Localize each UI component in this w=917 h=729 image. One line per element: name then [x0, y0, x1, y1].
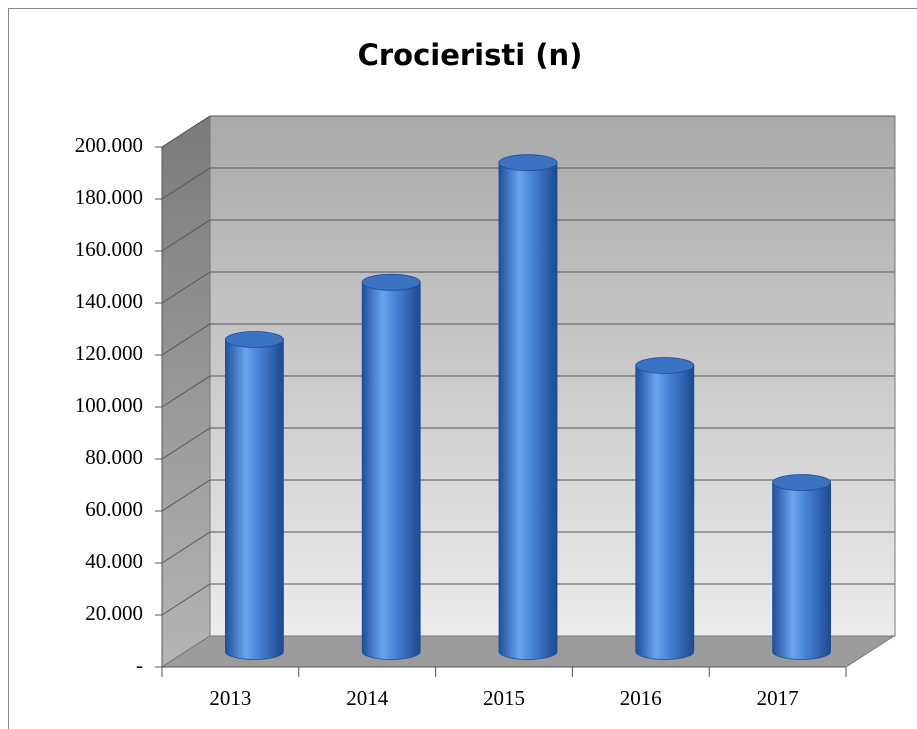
bar-top: [498, 154, 558, 172]
bar: [225, 339, 284, 660]
chart-title: Crocieristi (n): [358, 38, 583, 72]
y-tick-label: 80.000: [85, 445, 143, 469]
bar-top: [635, 357, 695, 374]
y-tick-label: 140.000: [75, 289, 143, 313]
bar: [635, 365, 695, 660]
grid-line: [161, 271, 895, 304]
bar: [361, 281, 421, 660]
grid-line: [161, 167, 895, 200]
bar: [772, 482, 831, 660]
y-tick-label: 100.000: [75, 393, 143, 417]
y-tick-label: 40.000: [85, 549, 143, 573]
x-tick-label: 2015: [483, 686, 525, 710]
x-tick-label: 2014: [346, 686, 389, 710]
grid-line: [161, 115, 895, 148]
x-tick-label: 2016: [620, 686, 662, 710]
x-tick-label: 2013: [209, 686, 251, 710]
y-tick-label: 200.000: [75, 133, 143, 157]
y-tick-label: 20.000: [85, 601, 143, 625]
y-tick-label: -: [136, 653, 143, 677]
y-tick-label: 60.000: [85, 497, 143, 521]
y-tick-label: 120.000: [75, 341, 143, 365]
bar: [498, 162, 558, 660]
grid-line: [161, 219, 895, 252]
y-tick-label: 160.000: [75, 237, 143, 261]
bar-top: [224, 331, 284, 348]
x-tick-label: 2017: [757, 686, 799, 710]
grid-line: [161, 323, 895, 356]
bar-top: [361, 273, 421, 291]
bar-top: [772, 474, 831, 491]
y-tick-label: 180.000: [75, 185, 143, 209]
